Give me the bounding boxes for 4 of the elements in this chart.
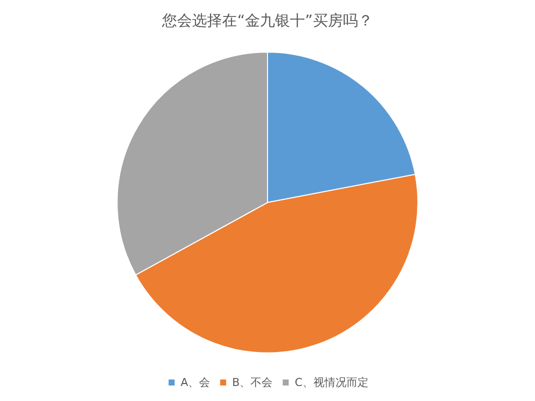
legend-label: A、会 [180,376,210,389]
legend-label: B、不会 [232,376,273,389]
legend-label: C、视情况而定 [294,376,368,389]
chart-title: 您会选择在“金九银十”买房吗？ [161,12,373,30]
